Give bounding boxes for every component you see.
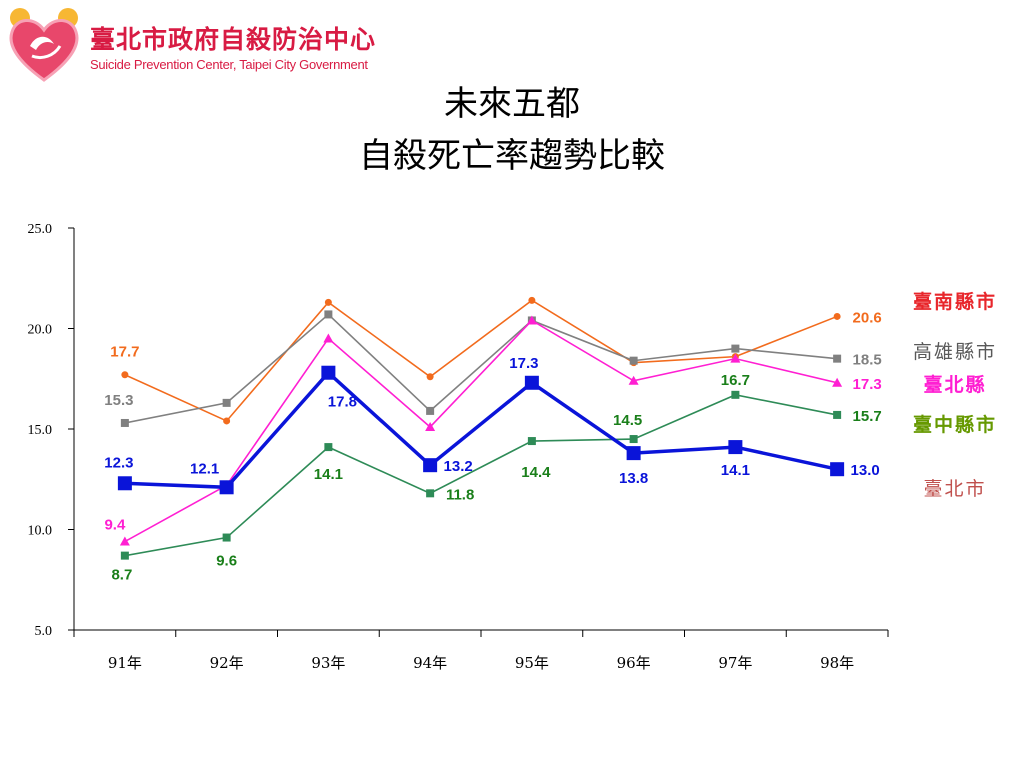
data-point: [222, 398, 231, 407]
data-point: [324, 310, 333, 319]
data-label: 14.5: [613, 412, 642, 429]
data-point: [120, 551, 129, 560]
data-label: 13.8: [619, 470, 648, 487]
data-point: [629, 356, 638, 365]
data-point: [728, 440, 743, 455]
x-tick-label: 93年: [311, 654, 345, 672]
legend-entry: 臺北縣: [923, 373, 986, 396]
chart-title: 未來五都: [444, 84, 580, 124]
x-tick-label: 91年: [108, 654, 142, 672]
data-label: 12.3: [104, 454, 133, 471]
data-label: 13.0: [851, 462, 880, 479]
org-name-en: Suicide Prevention Center, Taipei City G…: [90, 57, 368, 72]
data-point: [830, 462, 845, 477]
data-point: [426, 489, 435, 498]
data-label: 17.3: [853, 376, 882, 393]
series-line: [124, 299, 838, 422]
data-point: [426, 406, 435, 415]
y-tick-label: 15.0: [28, 423, 53, 438]
data-point: [731, 344, 740, 353]
data-point: [324, 298, 332, 306]
data-label: 20.6: [853, 309, 882, 326]
data-point: [426, 373, 434, 381]
series-line: [124, 393, 838, 557]
x-tick-label: 94年: [413, 654, 447, 672]
org-name-cn: 臺北市政府自殺防治中心: [90, 25, 377, 54]
legend-entry: 臺北市: [923, 478, 986, 500]
data-point: [425, 421, 436, 431]
legend-entry: 高雄縣市: [913, 341, 997, 363]
y-tick-label: 25.0: [28, 222, 53, 237]
data-label: 9.6: [216, 553, 237, 570]
x-tick-label: 97年: [718, 654, 752, 672]
data-point: [219, 480, 234, 495]
data-label: 8.7: [111, 567, 132, 584]
data-label: 18.5: [853, 352, 882, 369]
data-point: [121, 371, 129, 379]
x-tick-label: 98年: [820, 654, 854, 672]
data-point: [119, 536, 130, 546]
data-label: 14.1: [721, 462, 750, 479]
y-tick-label: 20.0: [28, 323, 53, 338]
data-point: [321, 365, 336, 380]
data-label: 17.7: [110, 344, 139, 361]
data-point: [527, 437, 536, 446]
data-label: 11.8: [446, 486, 474, 503]
x-tick-label: 95年: [515, 654, 549, 672]
data-point: [117, 476, 132, 491]
data-point: [526, 315, 537, 325]
y-tick-label: 5.0: [35, 624, 53, 639]
data-point: [629, 435, 638, 444]
legend-entry: 臺中縣市: [913, 413, 997, 436]
series-line: [124, 319, 838, 543]
data-point: [528, 296, 536, 304]
data-label: 12.1: [190, 460, 219, 477]
data-point: [833, 410, 842, 419]
x-tick-label: 92年: [210, 654, 244, 672]
data-point: [730, 353, 741, 363]
data-label: 16.7: [721, 372, 750, 389]
data-point: [832, 377, 843, 387]
data-label: 15.3: [104, 392, 133, 409]
data-label: 14.4: [521, 464, 551, 481]
legend-entry: 臺南縣市: [913, 290, 997, 313]
data-point: [423, 458, 438, 473]
data-label: 13.2: [444, 458, 473, 475]
series-line: [124, 370, 838, 490]
data-point: [833, 354, 842, 363]
data-point: [222, 533, 231, 542]
data-label: 14.1: [314, 466, 343, 483]
data-label: 17.3: [509, 355, 538, 372]
data-point: [731, 390, 740, 399]
data-point: [833, 312, 841, 320]
series-line: [124, 313, 838, 424]
data-point: [324, 443, 333, 452]
data-label: 9.4: [104, 517, 126, 534]
y-tick-label: 10.0: [28, 524, 53, 539]
data-point: [323, 333, 334, 343]
data-point: [120, 418, 129, 427]
x-tick-label: 96年: [617, 654, 651, 672]
data-point: [626, 446, 641, 461]
data-label: 15.7: [853, 408, 882, 425]
data-point: [223, 417, 231, 425]
chart-subtitle: 自殺死亡率趨勢比較: [359, 136, 665, 176]
data-point: [524, 375, 539, 390]
data-label: 17.8: [328, 394, 357, 411]
heart-logo-icon: [9, 8, 79, 82]
data-point: [628, 375, 639, 385]
